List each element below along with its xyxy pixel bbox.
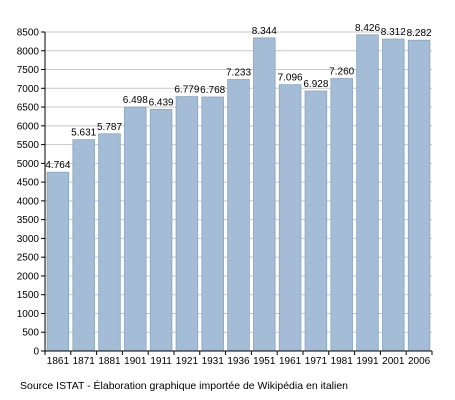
bar bbox=[72, 139, 95, 352]
bar bbox=[46, 171, 70, 352]
y-tick-label: 2500 bbox=[17, 253, 40, 264]
y-tick-label: 5000 bbox=[17, 159, 40, 170]
value-label: 5.631 bbox=[71, 128, 96, 139]
x-tick-label: 1991 bbox=[356, 356, 379, 367]
x-tick-label: 1881 bbox=[98, 356, 121, 367]
bar bbox=[382, 38, 405, 352]
x-tick-label: 1861 bbox=[47, 356, 70, 367]
y-tick-label: 2000 bbox=[17, 271, 40, 282]
value-label: 6.928 bbox=[303, 79, 328, 90]
x-tick-label: 1951 bbox=[253, 356, 276, 367]
y-tick-label: 6000 bbox=[17, 121, 40, 132]
y-tick-label: 8500 bbox=[17, 28, 40, 39]
y-tick-label: 1500 bbox=[17, 290, 40, 301]
x-tick-label: 1981 bbox=[331, 356, 354, 367]
y-tick-label: 0 bbox=[33, 347, 39, 358]
value-label: 8.282 bbox=[407, 28, 432, 39]
value-label: 7.233 bbox=[226, 68, 251, 79]
x-tick-label: 1971 bbox=[305, 356, 328, 367]
x-tick-label: 1921 bbox=[176, 356, 199, 367]
bar bbox=[278, 84, 302, 352]
value-label: 6.779 bbox=[174, 85, 199, 96]
y-tick-label: 8000 bbox=[17, 46, 40, 57]
x-tick-label: 2001 bbox=[382, 356, 405, 367]
value-label: 6.768 bbox=[200, 85, 225, 96]
x-tick-label: 1936 bbox=[227, 356, 250, 367]
y-tick-label: 5500 bbox=[17, 140, 40, 151]
value-label: 4.764 bbox=[45, 160, 70, 171]
value-label: 7.260 bbox=[329, 67, 354, 78]
x-tick-label: 1911 bbox=[150, 356, 172, 367]
bar bbox=[356, 34, 379, 352]
value-label: 6.498 bbox=[123, 95, 148, 106]
value-label: 8.312 bbox=[381, 27, 406, 38]
y-tick-label: 500 bbox=[22, 328, 39, 339]
bar bbox=[304, 90, 328, 352]
y-tick-label: 7500 bbox=[17, 65, 40, 76]
x-tick-label: 1901 bbox=[124, 356, 147, 367]
bar bbox=[175, 96, 199, 352]
bar bbox=[330, 78, 353, 352]
source-note: Source ISTAT - Élaboration graphique imp… bbox=[20, 380, 349, 392]
y-tick-label: 7000 bbox=[17, 84, 40, 95]
y-tick-label: 3000 bbox=[17, 234, 40, 245]
value-label: 6.439 bbox=[149, 97, 174, 108]
x-tick-label: 1961 bbox=[279, 356, 302, 367]
bar bbox=[407, 39, 431, 352]
bars bbox=[46, 34, 431, 352]
value-label: 8.344 bbox=[252, 26, 277, 37]
bar bbox=[124, 106, 147, 352]
bar bbox=[253, 37, 276, 352]
y-tick-label: 4000 bbox=[17, 196, 40, 207]
bar bbox=[201, 96, 224, 352]
value-label: 5.787 bbox=[97, 122, 122, 133]
y-tick-label: 4500 bbox=[17, 178, 40, 189]
y-tick-label: 6500 bbox=[17, 103, 40, 114]
bar bbox=[98, 133, 121, 352]
x-tick-label: 1871 bbox=[73, 356, 96, 367]
y-tick-label: 1000 bbox=[17, 309, 40, 320]
y-tick-label: 3500 bbox=[17, 215, 40, 226]
value-label: 7.096 bbox=[278, 73, 303, 84]
value-label: 8.426 bbox=[355, 23, 380, 34]
axes: 0 500 1000 1500 2000 2500 3000 3500 4000 4500 5000… bbox=[17, 28, 433, 367]
x-tick-label: 1931 bbox=[202, 356, 225, 367]
bar bbox=[149, 108, 173, 352]
bar bbox=[227, 79, 250, 352]
x-tick-label: 2006 bbox=[408, 356, 431, 367]
